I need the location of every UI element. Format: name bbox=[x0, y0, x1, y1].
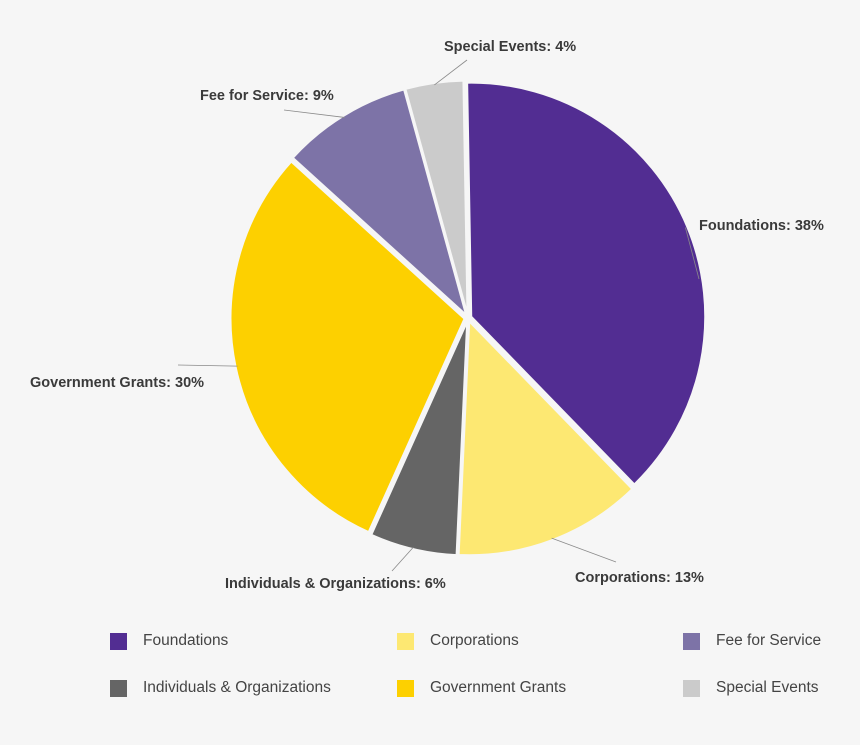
slice-individuals-organizations bbox=[369, 320, 469, 557]
leader-line-government-grants bbox=[177, 364, 238, 367]
slice-label-special-events: Special Events: 4% bbox=[444, 39, 576, 55]
leader-line-corporations bbox=[551, 537, 617, 563]
slice-label-foundations: Foundations: 38% bbox=[699, 218, 824, 234]
slice-government-grants bbox=[229, 160, 466, 534]
leader-line-individuals-organizations bbox=[391, 546, 414, 572]
slice-label-government-grants: Government Grants: 30% bbox=[30, 375, 204, 391]
legend-item-foundations: Foundations bbox=[110, 631, 228, 651]
legend-swatch-fee-for-service bbox=[683, 632, 700, 650]
legend-swatch-special-events bbox=[683, 679, 700, 697]
legend-label-corporations: Corporations bbox=[430, 632, 519, 649]
leader-line-fee-for-service bbox=[283, 109, 345, 118]
slices-layer bbox=[229, 79, 707, 557]
slice-labels-layer: Foundations: 38% Corporations: 13% Indiv… bbox=[30, 39, 824, 592]
leader-lines-layer bbox=[177, 59, 700, 572]
legend-item-government-grants: Government Grants bbox=[397, 678, 566, 698]
legend-label-special-events: Special Events bbox=[716, 679, 819, 696]
slice-fee-for-service bbox=[291, 88, 469, 319]
legend-swatch-corporations bbox=[397, 632, 414, 650]
slice-foundations bbox=[466, 81, 707, 486]
legend-swatch-individuals-organizations bbox=[110, 679, 127, 697]
slice-label-fee-for-service: Fee for Service: 9% bbox=[200, 88, 334, 104]
legend-item-individuals-organizations: Individuals & Organizations bbox=[110, 678, 331, 698]
leader-line-special-events bbox=[434, 59, 468, 86]
legend-label-fee-for-service: Fee for Service bbox=[716, 632, 822, 649]
legend-swatch-government-grants bbox=[397, 679, 414, 697]
slice-corporations bbox=[457, 318, 634, 557]
slice-label-corporations: Corporations: 13% bbox=[575, 570, 704, 586]
leader-line-foundations bbox=[685, 227, 700, 280]
legend-label-individuals-organizations: Individuals & Organizations bbox=[143, 679, 331, 696]
slice-special-events bbox=[404, 79, 469, 315]
slice-label-individuals-organizations: Individuals & Organizations: 6% bbox=[225, 576, 446, 592]
legend-label-government-grants: Government Grants bbox=[430, 679, 567, 696]
legend-item-special-events: Special Events bbox=[683, 678, 819, 698]
legend-item-fee-for-service: Fee for Service bbox=[683, 631, 821, 651]
legend-label-foundations: Foundations bbox=[143, 632, 229, 649]
legend-swatch-foundations bbox=[110, 632, 127, 650]
legend-item-corporations: Corporations bbox=[397, 631, 519, 651]
